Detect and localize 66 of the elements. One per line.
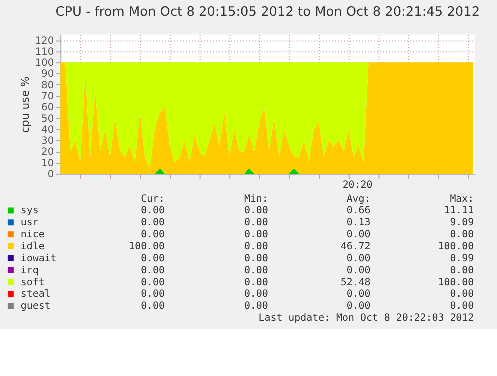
- text: 100.00: [438, 277, 474, 288]
- text: 11.11: [444, 206, 474, 217]
- text: Avg:: [346, 194, 371, 205]
- text: 0.00: [450, 301, 474, 312]
- text: 0.00: [141, 277, 166, 288]
- legend-label: guest: [20, 301, 51, 312]
- text: 0.00: [141, 289, 166, 300]
- text: 0.00: [244, 265, 268, 276]
- legend-label: usr: [20, 218, 39, 229]
- text: 52.48: [340, 277, 371, 288]
- text: 0.00: [346, 265, 371, 276]
- text: 0.00: [450, 289, 474, 300]
- text: 0.66: [346, 206, 371, 217]
- y-tick-label: 80: [42, 80, 54, 92]
- text: 0.00: [244, 206, 268, 217]
- legend-label: idle: [20, 241, 45, 252]
- text: Last update: Mon Oct 8 20:22:03 2012: [258, 313, 474, 324]
- y-tick-label: 10: [42, 158, 54, 170]
- text: 0.00: [244, 277, 268, 288]
- text: Max:: [450, 194, 474, 205]
- y-tick-label: 50: [42, 114, 54, 125]
- text: 0.99: [450, 253, 474, 264]
- chart-title: CPU - from Mon Oct 8 20:15:05 2012 to Mon Oct 8 20:21:45 2012: [56, 4, 480, 20]
- y-tick-label: 20: [42, 147, 54, 158]
- text: Min:: [244, 194, 268, 205]
- text: 100.00: [129, 241, 166, 252]
- text: 100.00: [438, 241, 474, 252]
- text: 0.00: [244, 289, 268, 300]
- text: 0.00: [141, 265, 166, 276]
- legend-label: irq: [20, 265, 39, 276]
- legend-label: steal: [20, 289, 51, 300]
- text: 0.13: [346, 218, 371, 229]
- y-tick-label: 110: [35, 46, 54, 58]
- text: 9.09: [450, 218, 474, 229]
- legend-label: iowait: [20, 253, 57, 264]
- y-tick-label: 90: [42, 69, 54, 80]
- text: 0.00: [141, 218, 166, 229]
- y-tick-label: 120: [35, 36, 54, 47]
- text: 0.00: [244, 230, 268, 241]
- text: 0.00: [346, 301, 371, 312]
- y-tick-label: 100: [35, 58, 54, 70]
- y-axis-title: cpu use %: [19, 76, 32, 134]
- y-tick-label: 70: [42, 91, 54, 102]
- y-tick-label: 40: [42, 124, 54, 136]
- text: 0.00: [244, 253, 268, 264]
- text: 0.00: [141, 253, 166, 264]
- text: 46.72: [340, 241, 371, 252]
- text: 0.00: [244, 301, 268, 312]
- text: 0.00: [244, 218, 268, 229]
- y-tick-label: 30: [42, 136, 54, 148]
- text: 0.00: [450, 265, 474, 276]
- text: 0.00: [141, 206, 166, 217]
- text: 0.00: [141, 230, 166, 241]
- text: 0.00: [141, 301, 166, 312]
- y-tick-label: 60: [42, 102, 54, 114]
- text: Cur:: [141, 194, 166, 205]
- text: 0.00: [346, 230, 371, 241]
- legend-label: nice: [20, 230, 45, 241]
- text: 0.00: [346, 253, 371, 264]
- text: 20:20: [342, 180, 373, 191]
- text: 0.00: [450, 230, 474, 241]
- text: 0.00: [244, 241, 268, 252]
- legend-label: sys: [20, 206, 39, 217]
- text: 0.00: [346, 289, 371, 300]
- legend-label: soft: [20, 277, 45, 288]
- y-tick-label: 0: [48, 169, 54, 180]
